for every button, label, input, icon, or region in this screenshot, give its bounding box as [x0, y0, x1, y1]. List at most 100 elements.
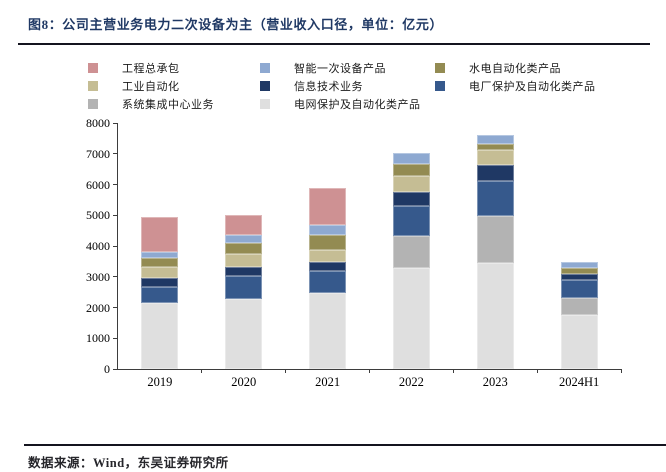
- bar-segment: [141, 257, 179, 268]
- legend-label: 工程总承包: [122, 63, 180, 75]
- bar-segment: [141, 278, 179, 287]
- legend-swatch: [88, 81, 98, 91]
- y-axis-tick-label: 0: [104, 362, 110, 376]
- x-axis-tick-label: 2020: [231, 375, 257, 389]
- bar-segment: [392, 205, 430, 236]
- legend-item: 电厂保护及自动化类产品: [435, 79, 596, 93]
- bar-segment: [476, 262, 514, 369]
- legend-label: 水电自动化类产品: [469, 63, 561, 75]
- legend-label: 电网保护及自动化类产品: [294, 99, 421, 111]
- bar-segment: [476, 165, 514, 181]
- x-axis-tick: [452, 369, 454, 373]
- y-axis-tick: [113, 368, 118, 370]
- bar-segment: [141, 216, 179, 253]
- x-axis-tick: [536, 369, 538, 373]
- bar-segment: [392, 191, 430, 206]
- bar-segment: [225, 275, 263, 299]
- y-axis-tick: [113, 337, 118, 339]
- x-axis-tick: [285, 369, 287, 373]
- bar-segment: [225, 298, 263, 369]
- bar-segment: [392, 153, 430, 165]
- legend-label: 系统集成中心业务: [122, 99, 214, 111]
- legend-label: 信息技术业务: [294, 81, 363, 93]
- bar-segment: [560, 279, 598, 299]
- bar-segment: [560, 298, 598, 316]
- legend-item: 信息技术业务: [260, 79, 435, 93]
- legend-item: 系统集成中心业务: [88, 97, 260, 111]
- bar-segment: [476, 150, 514, 166]
- y-axis-tick-label: 2000: [86, 300, 110, 315]
- y-axis-tick-label: 4000: [86, 239, 110, 253]
- bar-segment: [141, 286, 179, 303]
- bar-segment: [309, 249, 347, 262]
- data-source-note: 数据来源：Wind，东吴证券研究所: [28, 456, 229, 470]
- x-axis-tick: [201, 369, 203, 373]
- bar-segment: [309, 261, 347, 271]
- bar-segment: [309, 187, 347, 225]
- legend-swatch: [88, 63, 98, 73]
- y-axis-tick-label: 5000: [86, 208, 110, 223]
- x-axis-tick-label: 2022: [398, 375, 424, 389]
- figure-title: 图8：公司主营业务电力二次设备为主（营业收入口径，单位：亿元）: [28, 17, 444, 32]
- y-axis-tick: [113, 184, 118, 185]
- legend-item: 智能一次设备产品: [260, 61, 435, 75]
- x-axis-tick-label: 2023: [482, 375, 508, 389]
- y-axis-tick: [113, 245, 118, 247]
- y-axis-tick-label: 3000: [86, 269, 110, 284]
- bar-segment: [560, 315, 598, 369]
- y-axis-tick-label: 1000: [86, 331, 110, 346]
- bar-segment: [225, 215, 263, 235]
- x-axis-tick-label: 2021: [315, 375, 341, 389]
- legend-item: 工业自动化: [88, 79, 260, 93]
- bar-segment: [560, 267, 598, 274]
- title-divider: [18, 43, 650, 45]
- legend-swatch: [260, 63, 270, 73]
- plot-area: 0 1000 2000 3000 4000 5000 6000 7000 8000 2019 202…: [86, 116, 622, 389]
- legend-item: 电网保护及自动化类产品: [260, 97, 435, 111]
- y-axis-tick-label: 6000: [86, 177, 110, 192]
- bar-segment: [476, 215, 514, 263]
- y-axis-tick: [113, 214, 118, 216]
- bar-segment: [392, 235, 430, 268]
- bar-segment: [392, 164, 430, 177]
- x-axis-tick-label: 2019: [147, 375, 173, 389]
- bar-segment: [141, 302, 179, 369]
- bar-segment: [392, 176, 430, 192]
- y-axis-tick: [113, 276, 118, 278]
- bar-segment: [476, 143, 514, 151]
- bar-segment: [141, 267, 179, 278]
- legend-label: 工业自动化: [122, 81, 180, 93]
- bar-segment: [476, 134, 514, 144]
- footer-divider: [24, 444, 666, 446]
- y-axis-tick-label: 8000: [86, 116, 110, 130]
- bar-segment: [225, 267, 263, 276]
- bar-segment: [392, 267, 430, 369]
- bar-segment: [560, 261, 598, 268]
- bar-segment: [225, 234, 263, 243]
- bar-segment: [141, 252, 179, 258]
- x-axis-tick: [620, 369, 622, 373]
- y-axis-tick: [113, 122, 118, 124]
- bar-segment: [476, 180, 514, 216]
- x-axis-tick-label: 2024H1: [558, 375, 600, 389]
- bar-segment: [225, 253, 263, 268]
- bar-segment: [309, 270, 347, 294]
- legend-item: 水电自动化类产品: [435, 61, 596, 75]
- legend-item: 工程总承包: [88, 61, 260, 75]
- y-axis-tick-label: 7000: [86, 146, 110, 161]
- y-axis-tick: [113, 153, 118, 155]
- legend-swatch: [260, 99, 270, 109]
- x-axis-tick: [369, 369, 370, 373]
- legend-swatch: [260, 81, 270, 91]
- bar-segment: [225, 242, 263, 254]
- bar-segment: [309, 224, 347, 235]
- legend-swatch: [435, 63, 445, 73]
- legend-label: 电厂保护及自动化类产品: [469, 81, 596, 93]
- y-axis-tick: [113, 307, 118, 308]
- chart-legend: 工程总承包 智能一次设备产品 水电自动化类产品工业自动化 信息技术业务 电厂保护及自动化…: [88, 61, 596, 111]
- bar-segment: [309, 293, 347, 369]
- legend-swatch: [88, 99, 98, 109]
- bar-segment: [309, 234, 347, 250]
- legend-swatch: [435, 81, 445, 91]
- bar-segment: [560, 273, 598, 280]
